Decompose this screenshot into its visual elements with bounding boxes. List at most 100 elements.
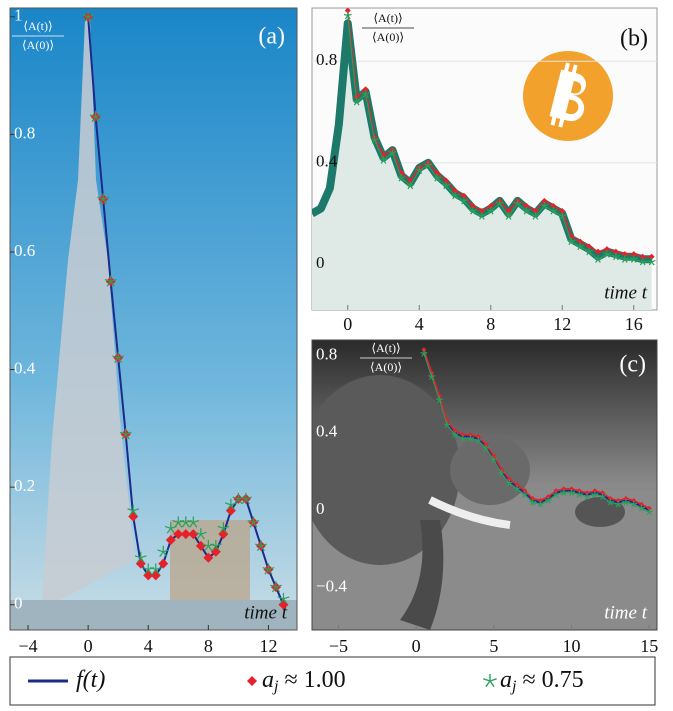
diamond-marker [537, 497, 543, 503]
star-marker [549, 207, 558, 215]
y-tick-label: 1 [14, 6, 23, 25]
diamond-marker [592, 488, 598, 494]
star-marker [379, 156, 388, 164]
diamond-marker [595, 248, 602, 255]
star-marker [459, 196, 468, 205]
diamond-marker [607, 496, 613, 502]
star-marker [388, 148, 397, 157]
diamond-marker [180, 529, 191, 540]
diamond-marker [443, 177, 450, 184]
star-marker [505, 479, 513, 487]
x-tick-label: 5 [489, 636, 498, 656]
diamond-marker [586, 243, 593, 250]
diamond-marker [550, 202, 557, 209]
star-marker [522, 207, 531, 215]
star-marker [451, 191, 459, 200]
diamond-marker [475, 434, 481, 440]
diamond-marker [421, 347, 427, 353]
star-marker [270, 581, 282, 593]
legend-label: aj ≈ 1.00 [262, 667, 346, 695]
star-marker [277, 592, 290, 605]
star-marker [531, 212, 540, 220]
y-tick-label: 0.6 [14, 241, 35, 260]
diamond-marker [569, 486, 575, 492]
y-tick-label: 0 [316, 253, 325, 272]
star-marker [583, 493, 591, 500]
star-marker [262, 563, 275, 575]
photo-c [312, 340, 657, 630]
star-marker [442, 181, 451, 190]
y-label-numerator: ⟨A(t)⟩ [373, 11, 402, 25]
diamond-marker [615, 497, 621, 503]
diamond-marker [452, 187, 459, 194]
star-marker [187, 516, 200, 528]
x-tick-label: 0 [84, 636, 93, 656]
x-tick-label: 12 [553, 314, 571, 334]
panel [420, 347, 653, 516]
star-marker [498, 469, 506, 477]
star-marker [424, 161, 433, 169]
diamond-marker [344, 8, 351, 14]
y-tick-label: 0 [14, 594, 23, 613]
panel-label: (a) [258, 24, 285, 50]
diamond-marker [505, 208, 512, 215]
diamond-marker [541, 197, 548, 204]
legend-swatch [483, 674, 497, 688]
star-marker [575, 491, 583, 498]
star-marker [647, 257, 656, 266]
x-axis-label: time t [604, 602, 647, 623]
diamond-marker [631, 497, 637, 503]
star-marker [529, 498, 537, 506]
star-marker [224, 498, 237, 510]
star-marker [104, 275, 117, 287]
y-tick-label: 0.8 [316, 344, 337, 363]
star-marker [482, 444, 490, 452]
y-tick-label: 0 [316, 499, 325, 518]
legend-subscript: j [510, 678, 517, 695]
star-marker [406, 181, 415, 190]
diamond-marker [648, 253, 655, 260]
diamond-marker [559, 208, 566, 215]
star-marker [433, 174, 442, 182]
star-marker [435, 396, 443, 404]
star-marker [645, 508, 653, 516]
x-axis-label: time t [604, 282, 647, 303]
star-marker [157, 545, 170, 558]
legend-box [9, 656, 656, 706]
diamond-marker [577, 238, 584, 245]
star-marker [630, 500, 638, 508]
star-marker [415, 166, 424, 175]
x-tick-label: 0 [412, 636, 421, 656]
diamond-marker [621, 251, 628, 258]
diamond-marker [612, 248, 619, 255]
star-marker [504, 212, 513, 220]
diamond-marker [506, 476, 512, 482]
star-marker [620, 255, 629, 263]
star-marker [568, 489, 576, 496]
series-line [422, 351, 650, 512]
legend-label: f(t) [76, 667, 105, 693]
y-label-denominator: ⟨A(0)⟩ [372, 30, 404, 44]
diamond-marker [468, 432, 474, 438]
diamond-marker [203, 552, 214, 563]
photo-a [10, 8, 297, 630]
star-marker [459, 435, 467, 442]
diamond-marker [545, 494, 551, 500]
star-marker [451, 431, 459, 438]
star-marker [513, 485, 521, 493]
x-tick-label: 8 [486, 314, 495, 334]
y-tick-label: 0.8 [316, 50, 337, 69]
star-marker [594, 255, 603, 263]
star-marker [606, 498, 614, 506]
diamond-marker [600, 490, 606, 496]
y-tick-label: 0.4 [14, 358, 36, 377]
star-marker [637, 504, 645, 512]
legend-symbol: a [500, 667, 512, 693]
x-tick-label: 15 [640, 636, 658, 656]
star-marker [209, 539, 222, 552]
star-marker [97, 193, 110, 205]
diamond-marker [530, 496, 536, 502]
star-marker [217, 522, 230, 534]
diamond-marker [638, 501, 644, 507]
diamond-marker [460, 432, 466, 438]
